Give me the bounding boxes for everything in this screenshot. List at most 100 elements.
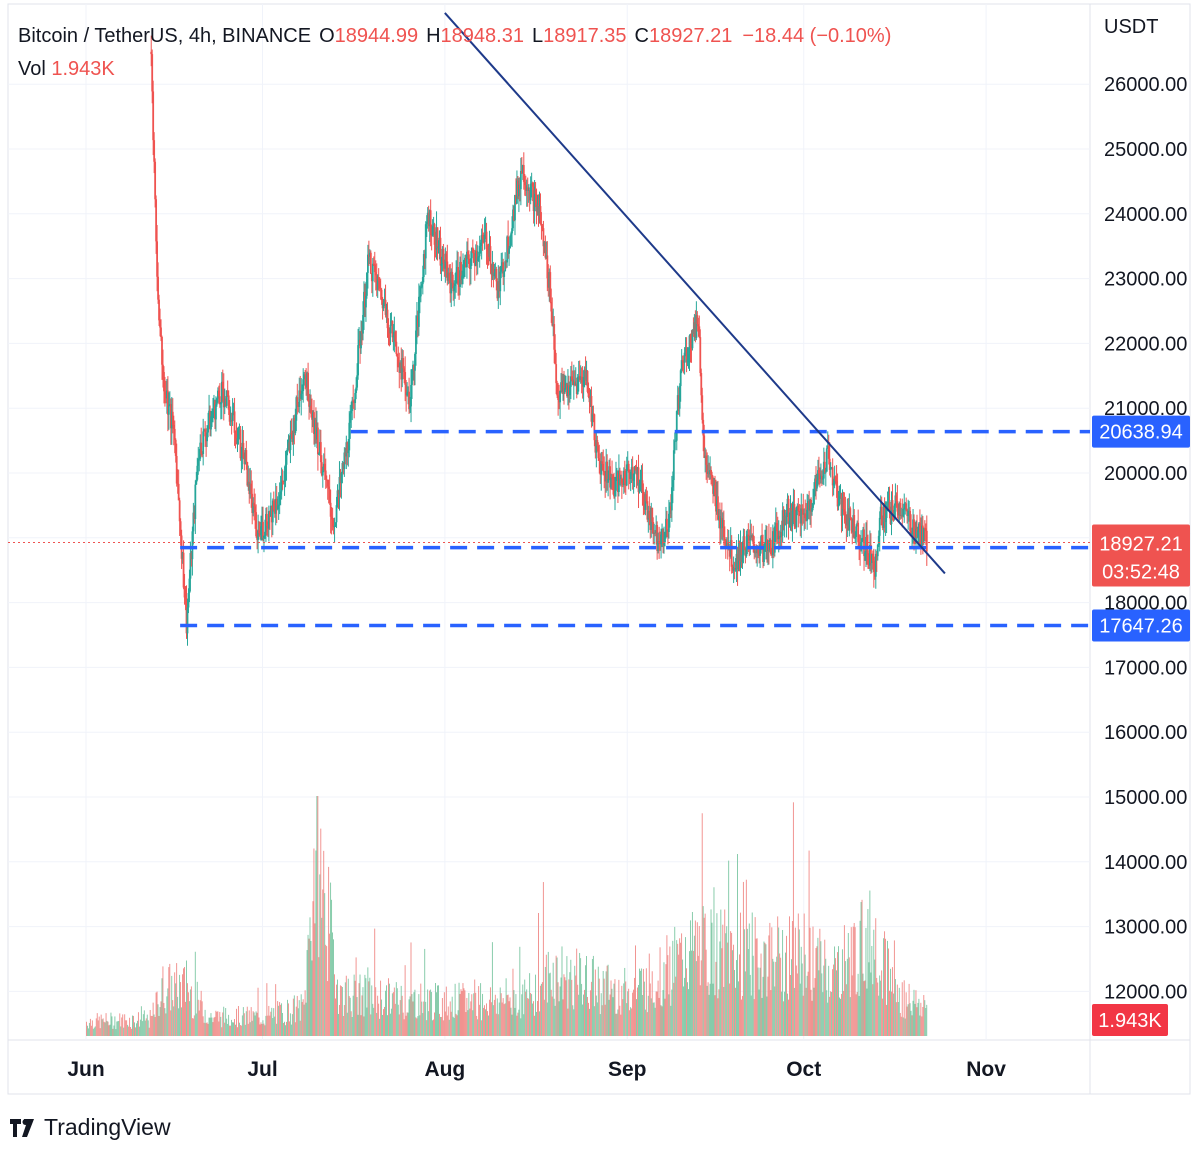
volume-bar [820, 941, 822, 1036]
volume-bar [725, 933, 727, 1036]
candle-body [252, 502, 255, 514]
volume-bar [875, 918, 877, 1036]
volume-bar [483, 1007, 485, 1036]
candle-body [751, 535, 754, 538]
candle-body [353, 401, 356, 404]
candle-body [359, 339, 361, 349]
volume-bar [265, 1015, 267, 1036]
legend-volume-row: Vol 1.943K [18, 53, 891, 86]
candle-body [341, 463, 344, 473]
candle-body [562, 380, 564, 392]
candle-body [639, 482, 642, 484]
candle-body [397, 357, 400, 368]
volume-bar [301, 1002, 303, 1036]
candle-body [883, 503, 886, 523]
volume-bar [711, 922, 713, 1036]
candle-body [159, 320, 161, 328]
volume-bar [635, 945, 636, 1036]
volume-bar [168, 967, 170, 1036]
volume-bar [174, 972, 176, 1036]
volume-bar [149, 1009, 151, 1036]
candle-body [582, 376, 585, 387]
volume-bar [915, 990, 917, 1036]
volume-bar [222, 1012, 224, 1036]
candle-body [805, 518, 808, 521]
countdown-tag: 03:52:48 [1102, 562, 1180, 584]
candle-body [280, 480, 283, 492]
candle-body [773, 526, 776, 553]
volume-bar [661, 1006, 663, 1036]
candle-body [255, 512, 258, 537]
candle-body [277, 504, 280, 506]
candle-body [564, 388, 566, 393]
candle-body [223, 398, 226, 408]
candle-body [738, 547, 741, 561]
volume-bar [862, 973, 864, 1036]
volume-bar [831, 991, 833, 1036]
volume-bar [533, 1001, 535, 1036]
volume-bar [436, 992, 437, 1036]
volume-bar [183, 968, 184, 1036]
volume-bar [399, 1000, 401, 1036]
tradingview-logo[interactable]: TradingView [10, 1114, 171, 1141]
candle-body [707, 471, 710, 474]
volume-bar [216, 1011, 218, 1036]
candle-body [921, 525, 924, 542]
candle-body [733, 567, 736, 570]
candle-body [847, 514, 850, 531]
candle-body [184, 597, 187, 599]
candle-body [443, 263, 446, 269]
candle-body [746, 534, 749, 547]
candle-body [243, 458, 246, 465]
candle-body [609, 466, 611, 488]
volume-bar [426, 1020, 428, 1036]
candle-body [313, 412, 315, 435]
candle-body [925, 530, 928, 552]
candle-body [419, 286, 422, 297]
volume-bar [177, 996, 179, 1036]
volume-bar [745, 879, 747, 1036]
level-price-tag-bg [1092, 415, 1190, 448]
candle-body [414, 353, 416, 371]
candle-body [812, 504, 814, 508]
volume-bar [512, 968, 514, 1036]
volume-bar [609, 994, 611, 1036]
volume-bar [474, 979, 476, 1036]
volume-bar [401, 995, 403, 1036]
candle-body [894, 495, 897, 506]
y-tick-label: 12000.00 [1104, 981, 1187, 1003]
volume-bar [715, 961, 717, 1036]
volume-bar [816, 946, 818, 1036]
volume-bar [647, 995, 649, 1036]
candle-body [369, 252, 372, 274]
volume-bar [227, 1023, 229, 1036]
volume-bar [324, 893, 326, 1036]
volume-bar [379, 1018, 381, 1036]
volume-bar [270, 1011, 272, 1036]
volume-bar [463, 988, 465, 1036]
candle-body [539, 206, 542, 224]
volume-bar [804, 954, 806, 1036]
volume-bar [651, 971, 653, 1036]
candle-body [676, 395, 679, 412]
volume-bar [683, 986, 685, 1036]
candle-body [556, 383, 559, 396]
candle-body [585, 370, 588, 381]
volume-bar [789, 974, 791, 1036]
candle-body [661, 529, 663, 535]
volume-bar [705, 949, 707, 1036]
volume-bar [506, 995, 508, 1036]
candle-body [209, 410, 211, 430]
x-tick-label: Nov [966, 1058, 1006, 1081]
candle-body [434, 244, 437, 250]
volume-bar [391, 993, 393, 1036]
candle-body [451, 271, 454, 283]
volume-bar [116, 1021, 118, 1036]
volume-bar [507, 994, 509, 1036]
candle-body [598, 458, 601, 461]
volume-bar [136, 1023, 137, 1036]
candle-body [394, 331, 397, 342]
candle-body [589, 396, 592, 403]
